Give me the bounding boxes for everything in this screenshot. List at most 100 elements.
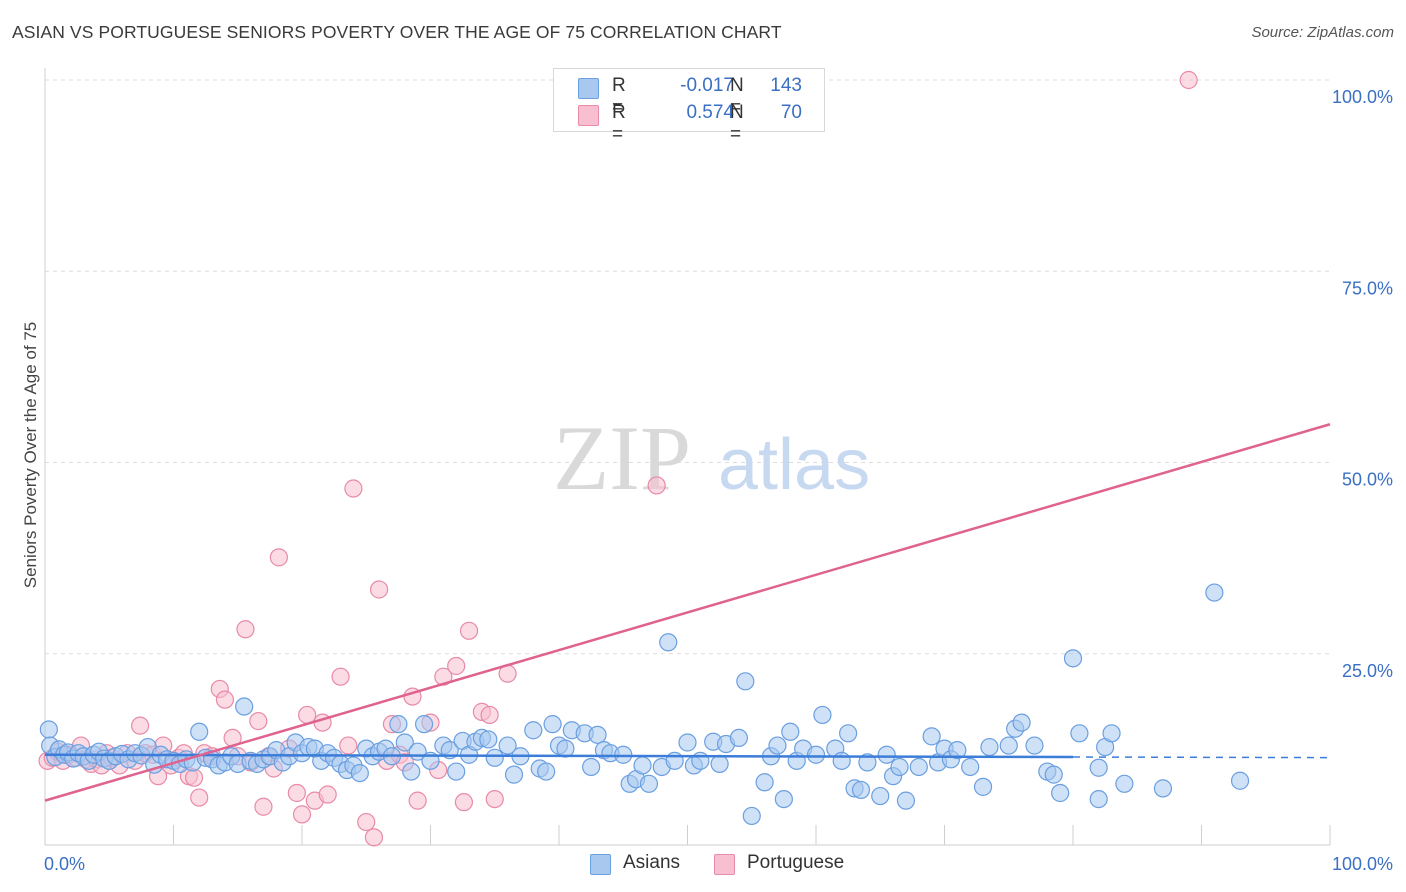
portuguese-point — [459, 621, 479, 640]
portuguese-legend-label: Portuguese — [747, 852, 845, 873]
asian-point — [543, 715, 562, 734]
asian-point — [691, 751, 710, 770]
asian-point — [659, 633, 678, 652]
asian-point — [1063, 649, 1083, 668]
asian-point — [858, 753, 877, 772]
asian-point — [909, 757, 928, 777]
portuguese-swatch — [578, 105, 599, 126]
tick-labels: 25.0% 50.0% 75.0% 100.0% 0.0% 100.0% — [44, 87, 1393, 874]
y-tick-label: 100.0% — [1332, 87, 1393, 107]
asian-point — [890, 757, 909, 777]
asian-point — [1102, 724, 1121, 743]
asian-point — [389, 715, 408, 734]
asian-point — [1153, 779, 1173, 798]
asians-legend-swatch — [590, 854, 611, 875]
asian-point — [1230, 771, 1250, 790]
y-tick-label: 50.0% — [1342, 470, 1393, 490]
asians-trend-extension — [1072, 756, 1331, 759]
chart-title: ASIAN VS PORTUGUESE SENIORS POVERTY OVER… — [12, 22, 782, 42]
asian-point — [678, 733, 697, 752]
watermark: ZIP atlas — [553, 407, 870, 509]
asian-point — [39, 720, 58, 739]
asian-point — [877, 745, 896, 764]
portuguese-point — [447, 656, 466, 676]
asian-point — [1089, 758, 1108, 777]
asians-trend-line — [44, 753, 1074, 759]
asian-point — [1205, 583, 1224, 602]
portuguese-point — [339, 736, 358, 755]
asian-point — [839, 724, 858, 743]
asian-point — [1115, 774, 1134, 793]
n-value: 70 — [780, 102, 802, 123]
portuguese-point — [480, 705, 499, 725]
asian-point — [973, 777, 993, 796]
asian-point — [774, 789, 793, 809]
portuguese-point — [408, 791, 427, 810]
asian-point — [395, 733, 414, 752]
asians-legend-label: Asians — [623, 852, 681, 873]
portuguese-point — [485, 789, 504, 809]
portuguese-point — [647, 476, 666, 495]
asian-point — [614, 745, 633, 764]
asian-point — [755, 773, 774, 792]
x-tick-label: 0.0% — [44, 854, 85, 874]
r-value: 0.574 — [686, 102, 734, 123]
portuguese-point — [249, 711, 268, 731]
asian-point — [922, 727, 941, 746]
r-value: -0.017 — [680, 75, 734, 96]
asian-point — [999, 736, 1018, 755]
asian-point — [485, 748, 504, 767]
correlation-legend: R = -0.017 N = 143 R = 0.574 N = 70 — [553, 68, 825, 145]
trend-lines — [44, 423, 1331, 802]
asian-point — [729, 728, 749, 748]
portuguese-point — [287, 783, 306, 803]
asian-point — [768, 736, 787, 755]
asian-point — [1025, 736, 1044, 755]
asian-point — [235, 697, 254, 716]
r-label: R = — [612, 75, 626, 118]
asian-point — [1051, 783, 1070, 803]
portuguese-point — [357, 812, 376, 832]
source-credit: Source: ZipAtlas.com — [1251, 24, 1394, 41]
asian-point — [871, 786, 890, 806]
portuguese-point — [236, 620, 255, 639]
portuguese-point — [292, 805, 312, 824]
y-axis-label: Seniors Poverty Over the Age of 75 — [21, 322, 40, 588]
portuguese-point — [344, 479, 363, 498]
asian-point — [190, 722, 209, 741]
asian-point — [588, 725, 607, 744]
x-tick-label: 100.0% — [1332, 854, 1393, 874]
asian-point — [414, 715, 434, 734]
portuguese-point — [190, 788, 209, 807]
asian-point — [498, 736, 517, 755]
portuguese-point — [215, 690, 234, 709]
portuguese-point — [364, 828, 384, 847]
asian-point — [980, 737, 999, 757]
asian-point — [633, 756, 652, 775]
portuguese-point — [130, 716, 150, 735]
y-tick-label: 25.0% — [1342, 661, 1393, 681]
asian-point — [961, 757, 980, 777]
axes — [44, 68, 1331, 846]
r-label: R = — [612, 102, 626, 145]
n-label: N = — [730, 75, 744, 118]
asian-point — [402, 762, 421, 781]
portuguese-point — [1179, 70, 1198, 90]
asian-point — [1044, 765, 1063, 784]
asian-point — [813, 705, 832, 725]
series-legend: Asians Portuguese — [590, 852, 890, 878]
watermark-zip: ZIP — [553, 407, 691, 509]
portuguese-point — [370, 580, 389, 599]
portuguese-legend-swatch — [714, 854, 735, 875]
asian-point — [639, 774, 659, 793]
asian-point — [350, 763, 369, 783]
asian-point — [896, 791, 916, 810]
asian-point — [948, 741, 967, 760]
asian-point — [742, 806, 761, 826]
asians-swatch — [578, 78, 599, 99]
portuguese-point — [184, 768, 204, 787]
asian-point — [781, 722, 800, 741]
asian-point — [806, 745, 826, 764]
n-label: N = — [730, 102, 744, 145]
asian-point — [524, 721, 543, 740]
